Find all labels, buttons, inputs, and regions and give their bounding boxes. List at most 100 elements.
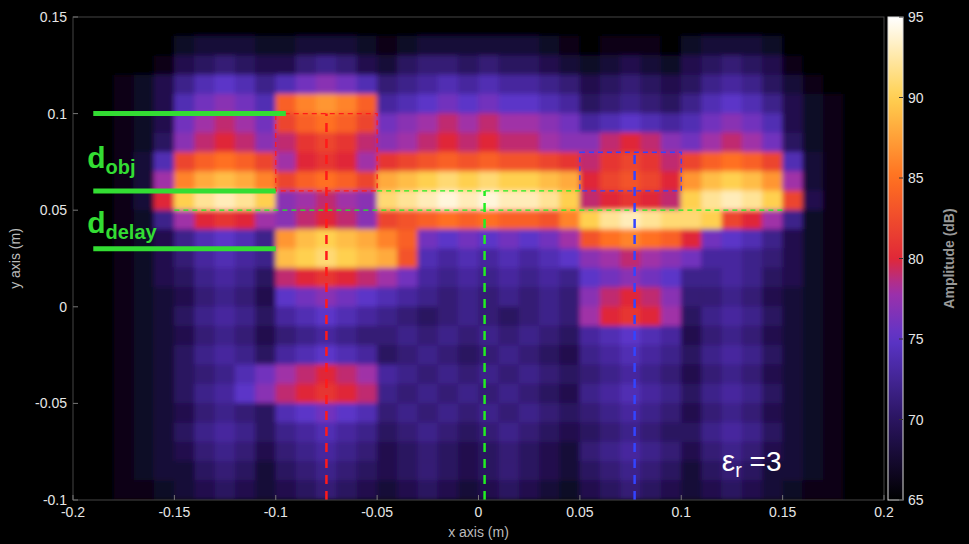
heat-cell (762, 75, 783, 95)
heat-cell (296, 133, 317, 153)
colorbar-tick-label: 95 (908, 9, 924, 25)
heat-cell (275, 326, 296, 346)
heat-cell (377, 229, 398, 249)
heat-cell (417, 75, 438, 95)
heat-cell (762, 113, 783, 133)
heat-cell (661, 422, 682, 442)
heat-cell (275, 307, 296, 327)
heat-cell (174, 326, 195, 346)
heat-cell (275, 210, 296, 230)
heat-cell (275, 249, 296, 269)
heat-cell (296, 17, 317, 37)
x-tick-label: -0.1 (264, 504, 288, 520)
x-tick-label: -0.15 (158, 504, 190, 520)
heat-cell (803, 55, 824, 75)
colorbar-tick-label: 65 (908, 492, 924, 508)
heat-cell (559, 113, 580, 133)
heat-cell (640, 480, 661, 500)
heat-cell (336, 384, 357, 404)
y-tick (73, 500, 78, 501)
heat-cell (73, 326, 94, 346)
heat-cell (640, 55, 661, 75)
heat-cell (863, 17, 884, 37)
heat-cell (498, 384, 519, 404)
heat-cell (701, 152, 722, 172)
heat-cell (397, 480, 418, 500)
heat-cell (803, 75, 824, 95)
heat-cell (762, 229, 783, 249)
heat-cell (782, 422, 803, 442)
heat-cell (417, 384, 438, 404)
heat-cell (113, 17, 134, 37)
heat-cell (73, 422, 94, 442)
heat-cell (762, 94, 783, 114)
heat-cell (722, 422, 743, 442)
dashed-vline (633, 152, 636, 500)
heat-cell (701, 133, 722, 153)
heat-cell (640, 403, 661, 423)
heat-cell (357, 36, 378, 56)
heat-cell (255, 461, 276, 481)
heat-cell (722, 268, 743, 288)
heat-cell (600, 210, 621, 230)
heat-cell (235, 113, 256, 133)
heat-cell (559, 55, 580, 75)
heat-cell (863, 249, 884, 269)
heat-cell (823, 36, 844, 56)
heat-cell (803, 36, 824, 56)
heat-cell (275, 480, 296, 500)
heat-cell (194, 442, 215, 462)
heat-cell (762, 403, 783, 423)
heat-cell (863, 36, 884, 56)
heat-cell (722, 384, 743, 404)
heat-cell (722, 171, 743, 191)
heat-cell (113, 384, 134, 404)
heat-cell (255, 480, 276, 500)
heat-cell (580, 94, 601, 114)
heat-cell (275, 94, 296, 114)
heat-cell (296, 55, 317, 75)
heat-cell (681, 17, 702, 37)
x-tick-label: 0.05 (566, 504, 593, 520)
heat-cell (559, 345, 580, 365)
heat-cell (782, 171, 803, 191)
heat-cell (357, 229, 378, 249)
heat-cell (174, 75, 195, 95)
heatmap-cells (73, 17, 884, 500)
heat-cell (93, 326, 114, 346)
heat-cell (73, 36, 94, 56)
heat-cell (154, 171, 175, 191)
y-tick (73, 403, 78, 404)
heat-cell (782, 307, 803, 327)
heat-cell (539, 422, 560, 442)
heat-cell (823, 268, 844, 288)
heat-cell (600, 94, 621, 114)
heat-cell (417, 171, 438, 191)
heat-cell (559, 268, 580, 288)
heat-cell (275, 171, 296, 191)
heat-cell (843, 307, 864, 327)
heat-cell (397, 403, 418, 423)
guide-line (93, 111, 286, 116)
x-tick (782, 495, 783, 500)
heat-cell (863, 94, 884, 114)
annotation-label: dobj (87, 141, 135, 178)
heat-cell (661, 442, 682, 462)
x-axis-title: x axis (m) (448, 524, 509, 540)
heat-cell (438, 75, 459, 95)
heat-cell (154, 403, 175, 423)
plot-frame (73, 17, 884, 500)
heat-cell (194, 229, 215, 249)
heat-cell (722, 307, 743, 327)
heat-cell (742, 229, 763, 249)
heat-cell (275, 55, 296, 75)
heat-cell (600, 268, 621, 288)
heat-cell (681, 364, 702, 384)
heat-cell (417, 442, 438, 462)
heat-cell (194, 403, 215, 423)
heat-cell (438, 152, 459, 172)
heat-cell (458, 326, 479, 346)
dashed-hline (174, 210, 782, 211)
heat-cell (701, 384, 722, 404)
heat-cell (174, 480, 195, 500)
